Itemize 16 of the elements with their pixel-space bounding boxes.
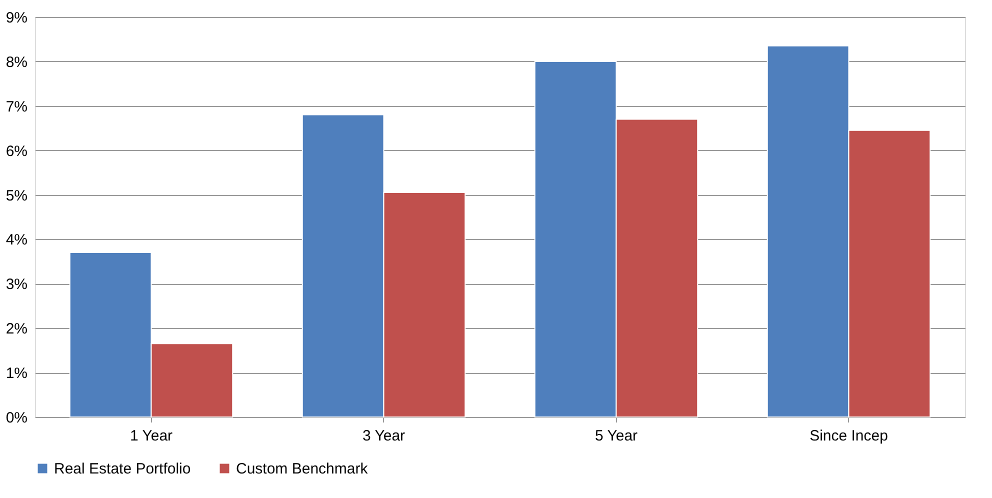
y-tick-label: 6% xyxy=(6,142,28,160)
x-tick-label: Since Incep xyxy=(810,428,888,444)
y-tick-label: 2% xyxy=(6,320,28,338)
y-tick-label: 1% xyxy=(6,365,28,382)
y-tick-label: 7% xyxy=(6,98,28,116)
x-tick-label: 3 Year xyxy=(362,428,406,444)
y-tick-label: 9% xyxy=(6,10,28,26)
x-tick-label: 5 Year xyxy=(594,428,638,444)
y-tick-label: 3% xyxy=(6,276,28,294)
legend-label: Custom Benchmark xyxy=(236,460,368,478)
y-tick-label: 8% xyxy=(6,54,28,71)
y-tick-label: 4% xyxy=(6,232,28,249)
y-tick-label: 5% xyxy=(6,187,28,204)
legend-label: Real Estate Portfolio xyxy=(54,460,191,478)
x-tick-label: 1 Year xyxy=(130,428,173,444)
y-tick-label: 0% xyxy=(6,410,28,426)
